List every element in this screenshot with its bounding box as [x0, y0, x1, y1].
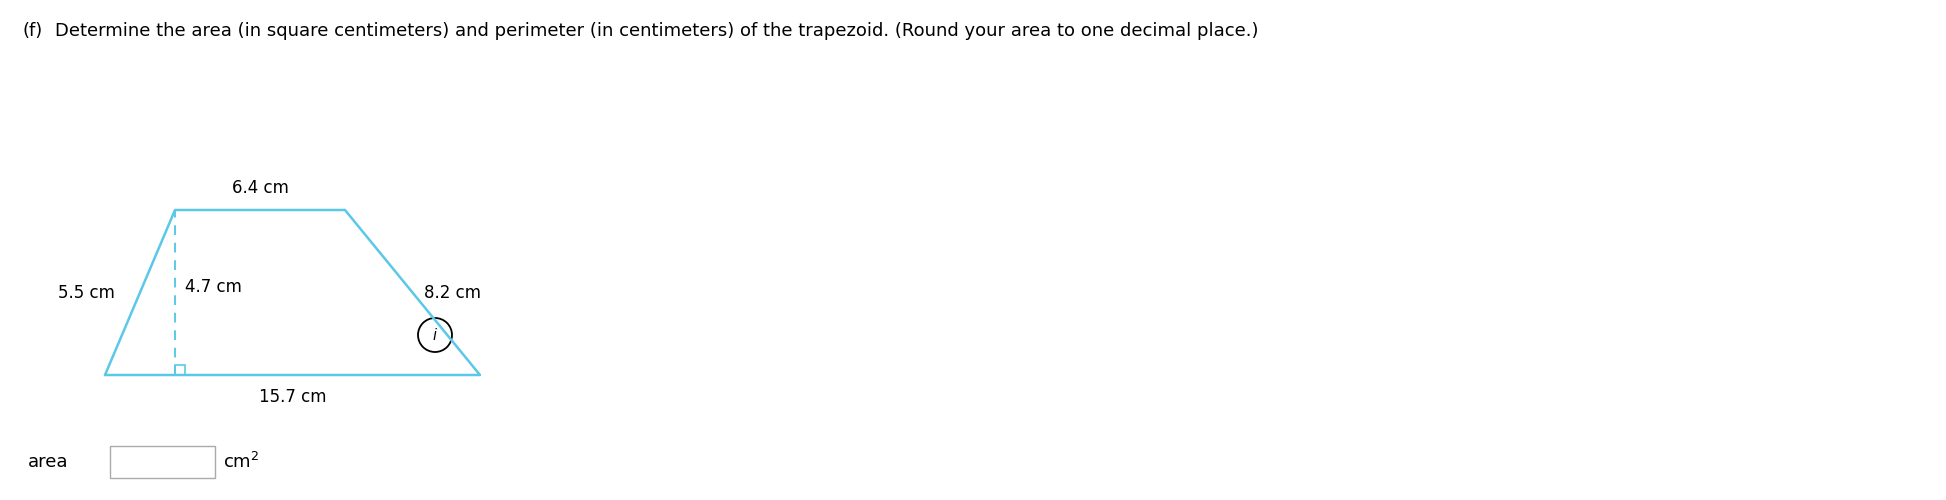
Text: 15.7 cm: 15.7 cm — [259, 388, 327, 406]
Bar — [111, 446, 214, 478]
Text: 5.5 cm: 5.5 cm — [58, 284, 115, 302]
Text: (f): (f) — [21, 22, 43, 40]
Text: 4.7 cm: 4.7 cm — [185, 278, 241, 296]
Bar — [175, 365, 185, 375]
Text: 8.2 cm: 8.2 cm — [424, 284, 481, 302]
Text: cm$^2$: cm$^2$ — [224, 452, 259, 472]
Text: Determine the area (in square centimeters) and perimeter (in centimeters) of the: Determine the area (in square centimeter… — [54, 22, 1259, 40]
Text: 6.4 cm: 6.4 cm — [232, 179, 288, 197]
Text: i: i — [432, 328, 438, 342]
Text: area: area — [27, 453, 68, 471]
